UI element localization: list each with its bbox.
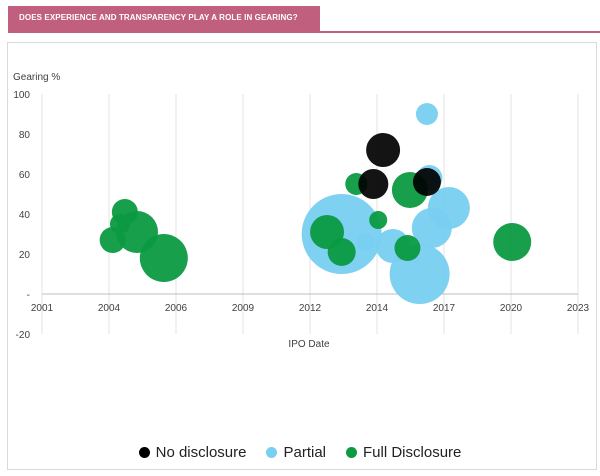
bubble-partial <box>357 233 376 251</box>
bubble-full-disclosure <box>327 238 356 266</box>
legend-marker <box>346 447 358 458</box>
x-tick-label: 2006 <box>165 303 188 314</box>
bubble-no-disclosure <box>366 133 401 167</box>
bubble-full-disclosure <box>109 214 130 234</box>
bubble-full-disclosure <box>394 235 421 261</box>
y-tick-label: 80 <box>19 130 31 141</box>
x-tick-label: 2001 <box>31 303 54 314</box>
bubble-partial <box>415 103 438 125</box>
x-tick-label: 2023 <box>567 303 590 314</box>
x-tick-label: 2004 <box>98 303 121 314</box>
legend-label: Full Disclosure <box>363 444 462 461</box>
legend: No disclosure Partial Full Disclosure <box>0 444 600 461</box>
header-rule <box>8 31 600 33</box>
y-tick-label: -20 <box>16 330 31 341</box>
legend-label: Partial <box>283 444 327 461</box>
gridlines <box>41 94 579 334</box>
legend-marker <box>266 447 278 458</box>
x-axis-ticks: 2001 2004 2006 2009 2012 2014 2017 2020 2023 <box>31 303 590 314</box>
bubble-no-disclosure <box>412 168 441 196</box>
legend-item-full-disclosure: Full Disclosure <box>346 444 461 461</box>
legend-marker <box>138 447 150 458</box>
y-tick-label: 60 <box>19 170 31 181</box>
y-tick-label: 40 <box>19 210 31 221</box>
y-tick-label: 20 <box>19 250 31 261</box>
y-tick-label: - <box>27 290 30 301</box>
x-tick-label: 2014 <box>366 303 389 314</box>
legend-item-no-disclosure: No disclosure <box>138 444 247 461</box>
bubble-partial <box>411 208 452 248</box>
bubbles <box>99 103 532 304</box>
bubble-full-disclosure <box>493 223 532 261</box>
header-bar <box>8 6 320 31</box>
chart-title: DOES EXPERIENCE AND TRANSPARENCY PLAY A … <box>19 13 298 22</box>
y-tick-label: 100 <box>13 90 30 101</box>
bubble-full-disclosure <box>369 211 388 229</box>
x-axis-label: IPO Date <box>288 339 330 350</box>
chart-frame <box>7 42 597 470</box>
x-tick-label: 2017 <box>433 303 456 314</box>
y-axis-label: Gearing % <box>13 72 60 83</box>
legend-label: No disclosure <box>155 444 247 461</box>
legend-item-partial: Partial <box>266 444 326 461</box>
x-tick-label: 2009 <box>232 303 255 314</box>
bubble-no-disclosure <box>358 169 389 199</box>
x-tick-label: 2020 <box>500 303 523 314</box>
x-tick-label: 2012 <box>299 303 322 314</box>
